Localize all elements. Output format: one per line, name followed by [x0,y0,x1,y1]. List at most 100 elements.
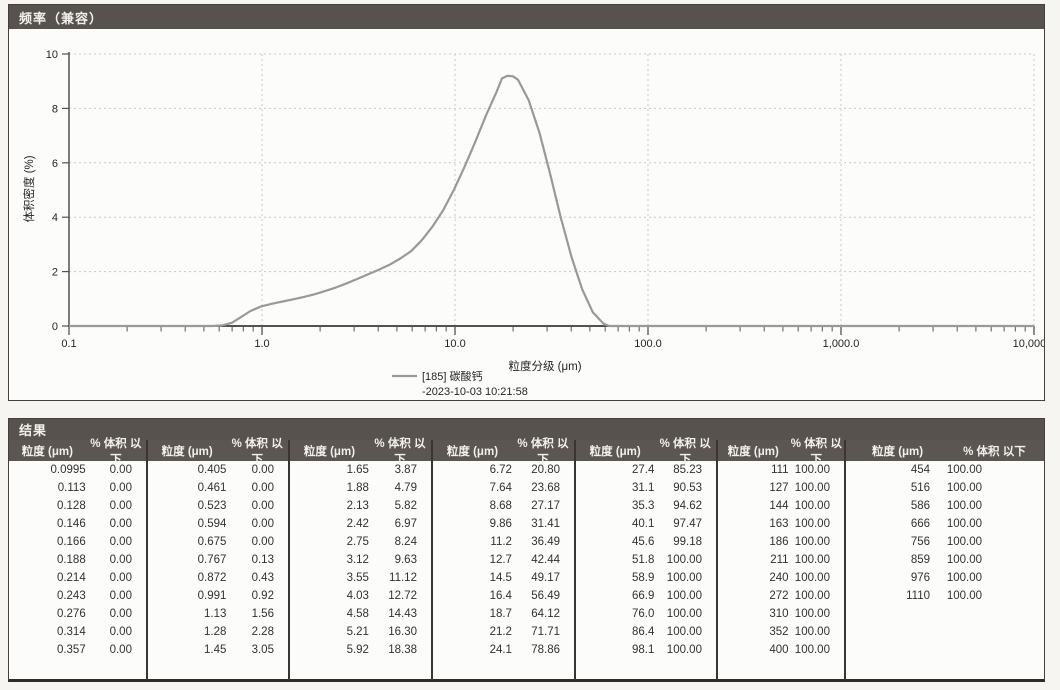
pct-under-value: 31.41 [531,518,560,530]
size-value: 0.0995 [50,464,86,476]
table-row: 4.03 12.72 [290,587,431,605]
pct-under-value: 100.00 [794,464,830,476]
size-value: 5.92 [346,644,369,656]
pct-under-value: 9.63 [394,554,417,566]
table-row: 1.88 4.79 [290,479,431,497]
table-row: 586 100.00 [846,497,996,515]
table-row: 35.3 94.62 [576,497,716,515]
size-value: 859 [910,554,930,566]
results-column-group: 粒度 (μm)% 体积 以下 0.0995 0.00 0.113 0.00 0.128 0.… [9,438,146,680]
size-value: 400 [769,644,789,656]
pct-under-value: 0.00 [109,590,132,602]
table-row: 1110 100.00 [846,587,996,605]
table-row: 40.1 97.47 [576,515,716,533]
pct-under-value: 0.00 [109,500,132,512]
results-panel: 结果 粒度 (μm)% 体积 以下 0.0995 0.00 0.113 0.00 0.12… [8,418,1045,682]
x-axis-tick-label: 1,000.0 [823,338,860,350]
pct-under-value: 49.17 [531,572,560,584]
size-value: 0.675 [197,536,227,548]
pct-under-value: 12.72 [388,590,417,602]
pct-under-value: 0.00 [109,464,132,476]
size-value: 58.9 [632,572,655,584]
size-column-header: 粒度 (μm) [161,445,213,458]
size-value: 0.214 [56,572,86,584]
pct-under-value: 100.00 [794,608,830,620]
pct-under-value: 56.49 [531,590,560,602]
table-row: 1.65 3.87 [290,461,431,479]
size-value: 976 [910,572,930,584]
size-column-header: 粒度 (μm) [21,445,73,458]
size-value: 0.146 [56,518,86,530]
results-group-header: 粒度 (μm) % 体积 以下 [846,440,1044,461]
table-row: 666 100.00 [846,515,996,533]
pct-under-value: 4.79 [394,482,417,494]
size-value: 98.1 [632,644,655,656]
size-value: 21.2 [489,626,512,638]
table-row: 7.64 23.68 [433,479,574,497]
pct-under-value: 11.12 [389,572,417,584]
table-row: 0.0995 0.00 [9,461,146,479]
pct-under-value: 23.68 [531,482,560,494]
table-row: 272 100.00 [718,587,844,605]
size-value: 352 [769,626,789,638]
pct-under-value: 99.18 [673,536,702,548]
pct-under-value: 100.00 [946,536,982,548]
size-value: 4.03 [346,590,369,602]
size-value: 31.1 [632,482,655,494]
pct-under-value: 0.00 [251,536,274,548]
x-axis-tick-label: 100.0 [634,338,662,350]
table-row: 756 100.00 [846,533,996,551]
pct-under-value: 71.71 [531,626,560,638]
pct-under-value: 0.43 [251,572,274,584]
table-row: 2.13 5.82 [290,497,431,515]
size-value: 86.4 [632,626,655,638]
y-axis-tick-label: 6 [52,158,58,170]
pct-under-value: 14.43 [388,608,417,620]
table-row: 98.1 100.00 [576,641,716,659]
size-value: 586 [910,500,930,512]
table-row: 310 100.00 [718,605,844,623]
chart-panel-title: 频率（兼容） [19,10,104,26]
table-row: 76.0 100.00 [576,605,716,623]
pct-under-value: 0.00 [109,608,132,620]
pct-under-value: 8.24 [394,536,417,548]
y-axis-tick-label: 2 [52,267,58,279]
table-row: 14.5 49.17 [433,569,574,587]
pct-under-value: 0.00 [251,518,274,530]
pct-under-value: 0.00 [109,626,132,638]
table-row: 31.1 90.53 [576,479,716,497]
table-row: 0.405 0.00 [148,461,288,479]
pct-under-value: 100.00 [794,518,830,530]
table-row: 0.675 0.00 [148,533,288,551]
pct-under-value: 0.00 [109,644,132,656]
results-column-group: 粒度 (μm)% 体积 以下 1.65 3.87 1.88 4.79 2.13 5.82 2.… [288,438,431,680]
size-value: 111 [771,464,789,476]
pct-column-header: % 体积 以下 [659,437,711,466]
pct-under-value: 0.00 [251,482,274,494]
size-value: 1.65 [346,464,369,476]
table-row: 0.991 0.92 [148,587,288,605]
y-axis-tick-label: 4 [52,212,58,224]
size-value: 0.276 [56,608,86,620]
table-row: 400 100.00 [718,641,844,659]
results-group-header: 粒度 (μm) % 体积 以下 [576,438,716,466]
size-value: 0.128 [56,500,86,512]
table-row: 186 100.00 [718,533,844,551]
pct-under-value: 100.00 [794,536,830,548]
pct-under-value: 100.00 [794,572,830,584]
results-group-header: 粒度 (μm) % 体积 以下 [718,438,844,466]
table-row: 0.594 0.00 [148,515,288,533]
size-value: 0.461 [197,482,227,494]
size-value: 0.405 [197,464,227,476]
pct-column-header: % 体积 以下 [231,437,283,466]
pct-under-value: 100.00 [946,590,982,602]
table-row: 16.4 56.49 [433,587,574,605]
pct-under-value: 2.28 [251,626,274,638]
y-axis-tick-label: 10 [46,49,58,61]
pct-column-header: % 体积 以下 [963,445,1026,458]
pct-under-value: 3.87 [394,464,417,476]
table-row: 3.12 9.63 [290,551,431,569]
table-row: 0.872 0.43 [148,569,288,587]
pct-under-value: 0.00 [109,572,132,584]
size-value: 2.75 [346,536,369,548]
